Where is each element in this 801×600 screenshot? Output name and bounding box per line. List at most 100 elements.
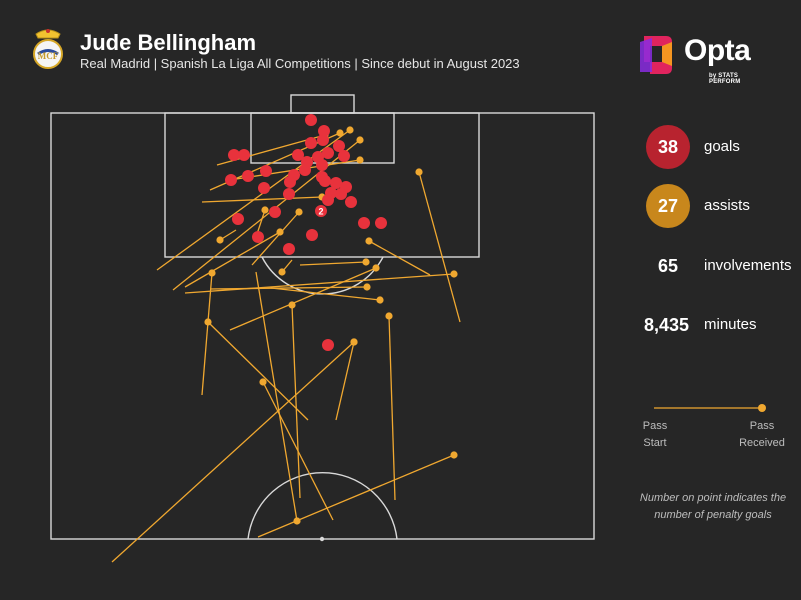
- goals-label: goals: [704, 138, 740, 155]
- brand-name: Opta: [684, 34, 751, 67]
- goal-point: [333, 140, 345, 152]
- assist-received-point: [216, 236, 224, 244]
- assist-pass-line: [229, 267, 377, 331]
- goals-badge: 38: [646, 125, 690, 169]
- stat-assists: 27 assists: [640, 184, 801, 228]
- stat-goals: 38 goals: [640, 125, 801, 169]
- assist-received-point: [365, 237, 373, 245]
- goal-layer: 2: [225, 114, 387, 351]
- assist-received-point: [363, 283, 371, 291]
- goal-point: [358, 217, 370, 229]
- assist-received-point: [376, 296, 384, 304]
- assist-pass-line: [291, 304, 301, 499]
- involvements-value: 65: [658, 256, 679, 276]
- assist-pass-line: [184, 231, 281, 288]
- assist-layer: [111, 126, 461, 563]
- assist-pass-line: [368, 240, 431, 276]
- goal-point: [238, 149, 250, 161]
- goal-point: [228, 149, 240, 161]
- goal-point: [225, 174, 237, 186]
- goal-point: [338, 150, 350, 162]
- goal-point: [232, 213, 244, 225]
- assist-received-point: [288, 301, 296, 309]
- goal-point: [345, 196, 357, 208]
- goal-point: [316, 159, 328, 171]
- assist-received-point: [372, 264, 380, 272]
- assist-received-point: [356, 136, 364, 144]
- legend-end-label: Pass Received: [739, 420, 785, 449]
- penalty-goal-count: 2: [318, 207, 323, 217]
- page-subtitle: Real Madrid | Spanish La Liga All Compet…: [80, 56, 520, 71]
- assist-pass-line: [201, 196, 323, 203]
- goal-point: [301, 156, 313, 168]
- assist-received-point: [336, 129, 344, 137]
- assist-received-point: [346, 126, 354, 134]
- assist-pass-line: [201, 272, 213, 396]
- goal-point: [242, 170, 254, 182]
- goal: [290, 94, 355, 114]
- goal-point: [335, 188, 347, 200]
- goal-point: [322, 147, 334, 159]
- goal-point: [283, 243, 295, 255]
- goal-point: [375, 217, 387, 229]
- goal-point: [252, 231, 264, 243]
- minutes-label: minutes: [704, 316, 757, 333]
- center-circle-arc: [247, 472, 398, 540]
- assist-pass-line: [418, 171, 461, 323]
- goal-point: [315, 205, 327, 217]
- assist-received-point: [385, 312, 393, 320]
- svg-text:MCF: MCF: [38, 51, 59, 61]
- assist-pass-line: [184, 273, 455, 294]
- stat-involvements: 65 involvements: [640, 244, 801, 288]
- page-title: Jude Bellingham: [80, 30, 257, 55]
- goal-point: [322, 194, 334, 206]
- assist-received-point: [204, 318, 212, 326]
- goal-point: [318, 125, 330, 137]
- assist-received-point: [450, 451, 458, 459]
- opta-logo: Opta by STATS PERFORM: [636, 32, 756, 85]
- goal-point: [269, 206, 281, 218]
- goal-point: [330, 177, 342, 189]
- assist-pass-line: [257, 454, 455, 538]
- assist-pass-line: [255, 271, 298, 522]
- assist-received-point: [356, 156, 364, 164]
- goal-point: [306, 229, 318, 241]
- assist-received-point: [415, 168, 423, 176]
- involvements-label: involvements: [704, 257, 792, 274]
- goal-point: [283, 188, 295, 200]
- opta-logo-icon: [640, 36, 672, 74]
- assist-pass-line: [209, 286, 368, 290]
- assist-received-point: [208, 269, 216, 277]
- assist-received-point: [362, 258, 370, 266]
- assist-received-point: [450, 270, 458, 278]
- legend-pass-line-icon: [654, 404, 766, 412]
- legend-start-label: Pass Start: [642, 420, 668, 449]
- assist-pass-line: [111, 341, 355, 563]
- header: MCF Jude Bellingham Real Madrid | Spanis…: [0, 0, 801, 90]
- assist-received-point: [278, 268, 286, 276]
- assist-pass-line: [251, 211, 300, 266]
- assist-received-point: [295, 208, 303, 216]
- real-madrid-crest-icon: MCF: [33, 29, 63, 69]
- assist-pass-line: [335, 341, 355, 421]
- goal-point: [317, 134, 329, 146]
- assist-pass-line: [388, 315, 396, 501]
- assists-label: assists: [704, 197, 750, 214]
- goal-point: [284, 176, 296, 188]
- assist-received-point: [261, 206, 269, 214]
- penalty-note: Number on point indicates the number of …: [639, 492, 787, 521]
- stat-minutes: 8,435 minutes: [640, 303, 801, 347]
- assist-pass-line: [207, 321, 309, 421]
- minutes-value: 8,435: [644, 315, 690, 335]
- assists-badge: 27: [646, 184, 690, 228]
- assist-received-point: [276, 228, 284, 236]
- assist-received-point: [350, 338, 358, 346]
- pitch-lines: [50, 94, 595, 542]
- assist-pass-line: [299, 261, 367, 266]
- goal-point: [292, 149, 304, 161]
- brand-tagline: by STATS PERFORM: [709, 73, 741, 85]
- goal-point: [305, 137, 317, 149]
- goal-point: [260, 165, 272, 177]
- goal-point: [258, 182, 270, 194]
